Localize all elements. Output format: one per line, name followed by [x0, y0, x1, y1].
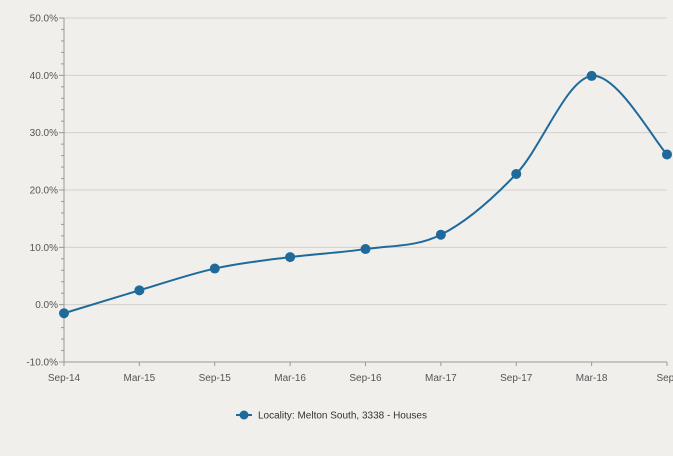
- y-tick-label: 0.0%: [35, 300, 58, 311]
- legend-marker-icon: [239, 410, 249, 420]
- x-tick-label: Mar-15: [124, 373, 156, 384]
- data-point[interactable]: [59, 308, 69, 319]
- data-point[interactable]: [209, 263, 220, 274]
- y-tick-label: 20.0%: [30, 186, 58, 197]
- y-tick-label: 30.0%: [30, 128, 58, 139]
- data-point[interactable]: [586, 70, 597, 81]
- data-point[interactable]: [662, 149, 672, 160]
- y-tick-labels: -10.0% 0.0% 10.0% 20.0% 30.0% 40.0% 50.0%: [26, 14, 58, 369]
- x-tick-label: Sep-14: [48, 373, 81, 384]
- y-tick-label: -10.0%: [26, 358, 58, 369]
- x-tick-label: Mar-17: [425, 373, 457, 384]
- y-tick-label: 50.0%: [30, 14, 58, 25]
- x-tick-labels: Sep-14 Mar-15 Sep-15 Mar-16 Sep-16 Mar-17 Sep-…: [48, 362, 673, 384]
- data-point[interactable]: [360, 244, 371, 255]
- x-tick-label: Sep-17: [500, 373, 533, 384]
- data-point[interactable]: [435, 229, 446, 240]
- legend[interactable]: Locality: Melton South, 3338 - Houses: [236, 410, 427, 422]
- data-point[interactable]: [134, 285, 145, 296]
- data-point[interactable]: [511, 168, 522, 179]
- series-line: [63, 74, 668, 315]
- grid-lines: [64, 17, 667, 363]
- data-point[interactable]: [285, 252, 296, 263]
- x-tick-label: Sep-15: [199, 373, 232, 384]
- x-tick-label: Sep-: [656, 373, 673, 384]
- y-tick-label: 10.0%: [30, 243, 58, 254]
- x-tick-label: Mar-16: [274, 373, 306, 384]
- legend-label: Locality: Melton South, 3338 - Houses: [258, 411, 427, 422]
- series-layer: [59, 70, 672, 319]
- x-tick-label: Sep-16: [349, 373, 382, 384]
- x-tick-label: Mar-18: [576, 373, 608, 384]
- y-tick-label: 40.0%: [30, 71, 58, 82]
